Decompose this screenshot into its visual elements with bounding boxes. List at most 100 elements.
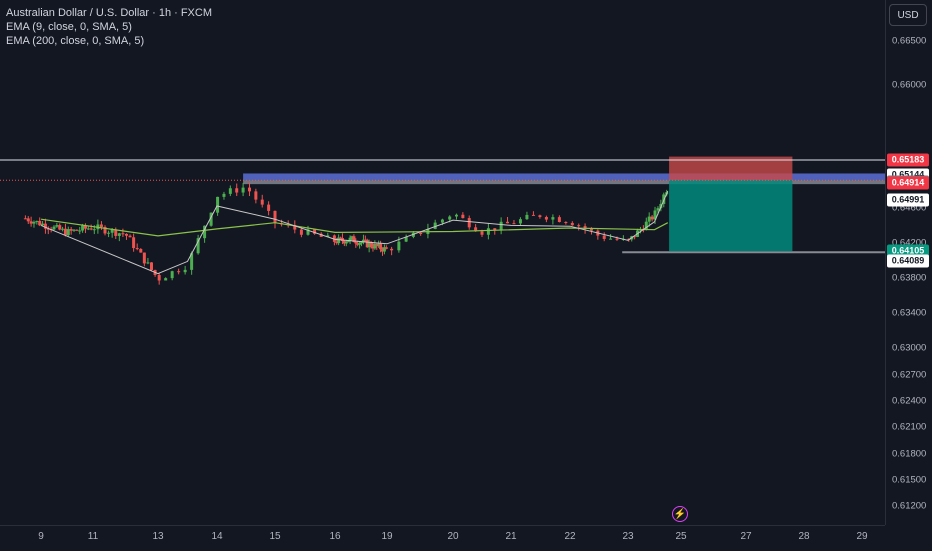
candle-down xyxy=(564,221,568,223)
price-tick: 0.62100 xyxy=(892,421,927,433)
take-profit-zone xyxy=(669,180,793,252)
candle-up xyxy=(81,225,85,231)
candle-down xyxy=(650,216,654,220)
candle-down xyxy=(299,229,303,235)
candle-down xyxy=(157,274,161,281)
candle-up xyxy=(190,253,194,270)
time-tick: 23 xyxy=(622,531,634,542)
candle-up xyxy=(367,242,371,248)
candle-down xyxy=(43,223,47,229)
candle-down xyxy=(135,248,139,250)
candle-up xyxy=(551,217,555,220)
candle-down xyxy=(356,243,360,245)
candle-up xyxy=(326,235,330,237)
time-tick: 21 xyxy=(505,531,517,542)
candle-up xyxy=(360,242,364,244)
candle-down xyxy=(369,242,373,247)
candle-down xyxy=(46,228,50,230)
candle-up xyxy=(164,278,168,281)
candle-down xyxy=(75,229,79,231)
candle-up xyxy=(433,222,437,229)
chart-area[interactable] xyxy=(0,0,886,525)
candle-up xyxy=(440,219,444,223)
candle-up xyxy=(146,262,150,264)
candle-down xyxy=(375,243,379,247)
candle-up xyxy=(653,210,657,220)
stop-price-label: 0.65183 xyxy=(887,153,929,167)
candle-down xyxy=(26,218,30,222)
candle-down xyxy=(132,237,136,249)
candle-up xyxy=(609,238,613,240)
lightning-icon[interactable]: ⚡ xyxy=(672,506,688,522)
candle-up xyxy=(117,233,121,236)
candle-down xyxy=(342,241,346,244)
candle-down xyxy=(332,235,336,242)
candle-down xyxy=(260,199,264,205)
time-axis[interactable] xyxy=(0,525,885,551)
price-chart[interactable] xyxy=(0,0,886,525)
resistance-zone xyxy=(243,173,886,181)
candle-up xyxy=(41,223,45,226)
candle-up xyxy=(656,208,660,211)
candle-down xyxy=(247,187,251,192)
candle-down xyxy=(531,214,535,216)
candle-up xyxy=(518,219,522,224)
candle-down xyxy=(461,214,465,219)
candle-down xyxy=(235,188,239,193)
candle-up xyxy=(196,238,200,254)
candle-down xyxy=(254,191,258,200)
price-tick: 0.62700 xyxy=(892,369,927,381)
candle-down xyxy=(633,236,637,238)
time-tick: 28 xyxy=(798,531,810,542)
candle-down xyxy=(38,220,42,226)
candle-down xyxy=(474,227,478,232)
candle-down xyxy=(467,218,471,228)
candle-down xyxy=(58,225,62,230)
candle-up xyxy=(361,239,365,243)
candle-up xyxy=(397,241,401,251)
candle-up xyxy=(448,216,452,220)
symbol-title[interactable]: Australian Dollar / U.S. Dollar · 1h · F… xyxy=(6,7,212,19)
price-axis[interactable] xyxy=(885,0,932,525)
candle-down xyxy=(177,271,181,273)
currency-button[interactable]: USD xyxy=(889,4,927,26)
candle-up xyxy=(35,220,39,222)
candle-down xyxy=(480,231,484,235)
candle-up xyxy=(52,226,56,230)
current-price-label: 0.64914 xyxy=(887,176,929,190)
candle-down xyxy=(83,225,87,229)
price-tick: 0.61800 xyxy=(892,448,927,460)
candle-down xyxy=(124,233,128,236)
ema200-legend[interactable]: EMA (200, close, 0, SMA, 5) xyxy=(6,35,145,47)
candle-up xyxy=(55,225,59,227)
price-tick: 0.63800 xyxy=(892,272,927,284)
time-tick: 11 xyxy=(87,531,99,542)
candle-down xyxy=(589,229,593,231)
chart-legend: Australian Dollar / U.S. Dollar · 1h · F… xyxy=(6,6,212,48)
candle-down xyxy=(121,233,125,235)
candle-down xyxy=(602,235,606,239)
candle-up xyxy=(499,221,503,231)
candle-up xyxy=(170,271,174,279)
candle-up xyxy=(241,187,245,193)
candle-down xyxy=(570,222,574,226)
time-tick: 15 xyxy=(269,531,281,542)
candle-down xyxy=(23,218,27,220)
candle-down xyxy=(512,223,516,225)
candle-down xyxy=(339,237,343,239)
candle-down xyxy=(335,241,339,244)
candle-down xyxy=(379,243,383,250)
candle-up xyxy=(61,228,65,230)
candle-down xyxy=(69,229,73,231)
resistance-band xyxy=(243,180,886,185)
candle-down xyxy=(390,248,394,251)
candle-down xyxy=(583,226,587,230)
candle-down xyxy=(99,224,103,227)
candle-up xyxy=(350,236,354,238)
candle-down xyxy=(557,217,561,222)
candle-up xyxy=(86,228,90,230)
ema9-legend[interactable]: EMA (9, close, 0, SMA, 5) xyxy=(6,21,132,33)
time-tick: 9 xyxy=(38,531,44,542)
candle-down xyxy=(267,204,271,211)
candle-down xyxy=(103,226,107,234)
